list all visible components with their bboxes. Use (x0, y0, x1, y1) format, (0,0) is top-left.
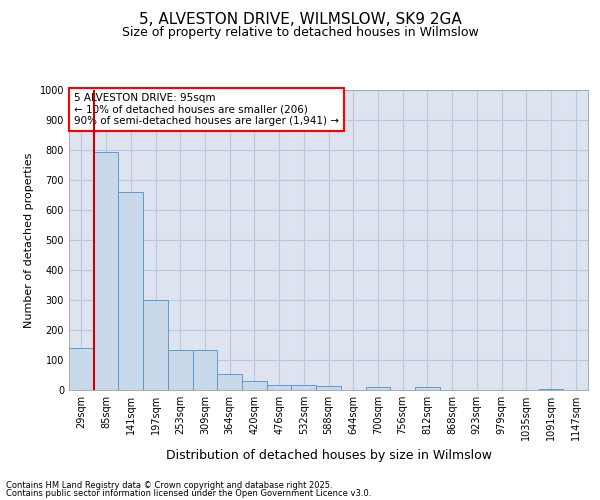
Bar (118, 192, 143, 390)
Text: Contains HM Land Registry data © Crown copyright and database right 2025.: Contains HM Land Registry data © Crown c… (6, 480, 332, 490)
Bar (242, 381, 267, 390)
Bar (94, 152, 118, 390)
Text: Size of property relative to detached houses in Wilmslow: Size of property relative to detached ho… (122, 26, 478, 39)
Text: Contains public sector information licensed under the Open Government Licence v3: Contains public sector information licen… (6, 489, 371, 498)
X-axis label: Distribution of detached houses by size in Wilmslow: Distribution of detached houses by size … (166, 448, 491, 462)
Bar (168, 350, 193, 390)
Bar (365, 387, 390, 390)
Y-axis label: Number of detached properties: Number of detached properties (24, 152, 34, 328)
Bar (143, 300, 168, 390)
Bar (193, 350, 217, 390)
Bar (217, 374, 242, 390)
Text: 5, ALVESTON DRIVE, WILMSLOW, SK9 2GA: 5, ALVESTON DRIVE, WILMSLOW, SK9 2GA (139, 12, 461, 28)
Bar (539, 388, 563, 390)
Bar (69, 348, 94, 390)
Text: 5 ALVESTON DRIVE: 95sqm
← 10% of detached houses are smaller (206)
90% of semi-d: 5 ALVESTON DRIVE: 95sqm ← 10% of detache… (74, 93, 339, 126)
Bar (267, 384, 292, 390)
Bar (292, 384, 316, 390)
Bar (316, 386, 341, 390)
Bar (415, 387, 440, 390)
